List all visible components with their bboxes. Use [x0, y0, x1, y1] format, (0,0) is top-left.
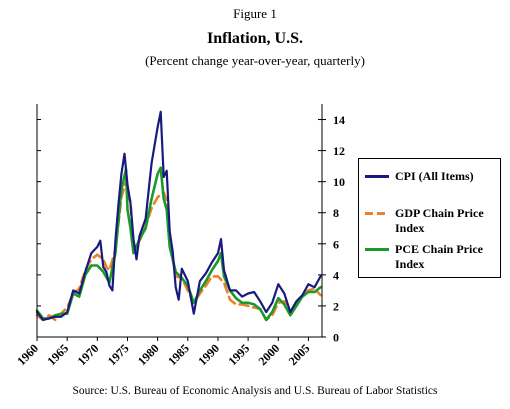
chart-legend: CPI (All Items) GDP Chain Price Index PC…: [358, 158, 501, 278]
x-tick-label: 1960: [14, 341, 41, 368]
y-tick-label: 12: [333, 144, 345, 158]
y-tick-label: 6: [333, 237, 339, 251]
series-line-pce: [35, 166, 322, 322]
x-tick-label: 1975: [105, 341, 132, 368]
series-line-cpi: [35, 110, 322, 321]
axes-layer: 0 2 4 6 8 10 12 14 1960 1965 1970 1975 1980 1985 1990 1…: [14, 104, 345, 368]
x-tick-label: 1985: [165, 341, 192, 368]
x-tick-label: 2005: [286, 341, 313, 368]
x-tick-label: 1980: [135, 341, 162, 368]
x-tick-label: 1995: [225, 341, 252, 368]
x-tick-label: 1965: [44, 341, 71, 368]
x-tick-label: 2000: [256, 341, 283, 368]
y-tick-label: 0: [333, 331, 339, 345]
legend-label-cpi: CPI (All Items): [395, 169, 474, 183]
legend-swatch-gdp: [365, 212, 389, 215]
legend-swatch-cpi: [365, 175, 389, 178]
y-tick-label: 4: [333, 268, 339, 282]
x-tick-label: 1970: [75, 341, 102, 368]
y-tick-label: 10: [333, 175, 345, 189]
y-tick-label: 2: [333, 299, 339, 313]
legend-swatch-pce: [365, 248, 389, 251]
x-tick-label: 1990: [195, 341, 222, 368]
y-tick-label: 8: [333, 206, 339, 220]
source-note: Source: U.S. Bureau of Economic Analysis…: [72, 385, 438, 397]
series-layer: [35, 110, 322, 322]
chart-title: Inflation, U.S.: [206, 30, 304, 47]
chart-subtitle: (Percent change year-over-year, quarterl…: [145, 53, 365, 68]
figure-label: Figure 1: [233, 6, 277, 21]
legend-label-pce: PCE Chain Price Index: [395, 242, 483, 271]
legend-label-gdp: GDP Chain Price Index: [395, 206, 484, 235]
y-tick-label: 14: [333, 113, 345, 127]
